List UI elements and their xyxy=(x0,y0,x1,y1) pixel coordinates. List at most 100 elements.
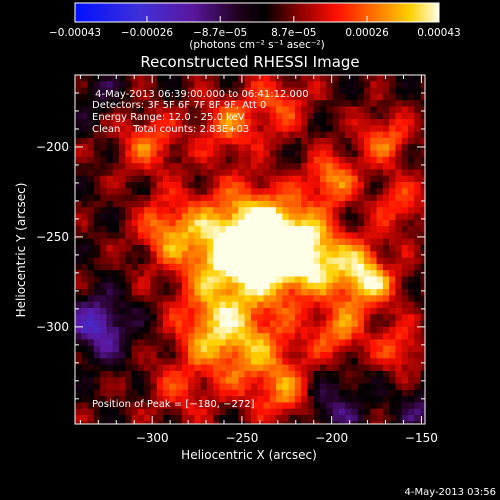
heatmap-cell xyxy=(326,119,333,126)
heatmap-cell xyxy=(156,200,164,208)
heatmap-cell xyxy=(162,251,170,258)
heatmap-cell xyxy=(238,213,246,221)
heatmap-cell xyxy=(401,389,409,397)
heatmap-cell xyxy=(144,415,151,422)
heatmap-cell xyxy=(144,125,151,133)
heatmap-cell xyxy=(382,301,390,309)
heatmap-cell xyxy=(81,396,88,403)
heatmap-cell xyxy=(244,75,252,82)
heatmap-cell xyxy=(206,100,214,107)
heatmap-cell xyxy=(313,358,321,366)
heatmap-cell xyxy=(118,245,126,252)
x-axis-label: Heliocentric X (arcsec) xyxy=(181,448,317,462)
heatmap-cell xyxy=(345,112,352,120)
heatmap-cell xyxy=(338,131,346,139)
heatmap-cell xyxy=(125,257,132,265)
heatmap-cell xyxy=(288,106,296,114)
heatmap-cell xyxy=(257,383,264,391)
heatmap-cell xyxy=(225,245,233,252)
heatmap-cell xyxy=(181,358,189,366)
heatmap-cell xyxy=(250,100,258,107)
heatmap-cell xyxy=(269,307,277,315)
heatmap-cell xyxy=(219,415,227,422)
heatmap-cell xyxy=(351,270,359,277)
heatmap-cell xyxy=(150,377,158,384)
heatmap-cell xyxy=(100,169,107,177)
heatmap-cell xyxy=(250,333,258,340)
heatmap-cell xyxy=(225,358,233,366)
heatmap-cell xyxy=(294,245,302,252)
heatmap-cell xyxy=(118,251,126,258)
heatmap-cell xyxy=(213,415,220,422)
heatmap-cell xyxy=(363,289,371,296)
heatmap-cell xyxy=(370,163,377,170)
heatmap-cell xyxy=(269,257,277,265)
heatmap-cell xyxy=(263,232,271,240)
heatmap-cell xyxy=(307,307,315,315)
heatmap-cell xyxy=(219,257,227,265)
heatmap-cell xyxy=(188,251,195,258)
heatmap-cell xyxy=(194,238,202,246)
heatmap-cell xyxy=(263,182,271,189)
heatmap-cell xyxy=(282,213,289,221)
heatmap-cell xyxy=(407,251,415,258)
heatmap-cell xyxy=(156,75,164,82)
heatmap-cell xyxy=(225,144,233,151)
heatmap-cell xyxy=(389,263,396,271)
heatmap-cell xyxy=(332,251,340,258)
heatmap-cell xyxy=(206,226,214,233)
heatmap-cell xyxy=(87,144,95,151)
heatmap-cell xyxy=(175,314,183,321)
heatmap-cell xyxy=(332,402,340,410)
heatmap-cell xyxy=(200,383,208,391)
heatmap-cell xyxy=(301,383,308,391)
heatmap-cell xyxy=(307,238,315,246)
heatmap-cell xyxy=(100,307,107,315)
heatmap-cell xyxy=(332,289,340,296)
heatmap-cell xyxy=(100,326,107,334)
heatmap-cell xyxy=(169,289,176,296)
heatmap-cell xyxy=(75,188,82,196)
heatmap-cell xyxy=(382,389,390,397)
heatmap-cell xyxy=(188,194,195,202)
heatmap-cell xyxy=(320,232,327,240)
heatmap-cell xyxy=(106,251,114,258)
heatmap-cell xyxy=(376,370,384,378)
heatmap-cell xyxy=(75,339,82,347)
heatmap-cell xyxy=(370,352,377,359)
heatmap-cell xyxy=(200,352,208,359)
heatmap-cell xyxy=(213,383,220,391)
heatmap-cell xyxy=(363,364,371,372)
heatmap-cell xyxy=(420,301,425,309)
heatmap-cell xyxy=(75,213,82,221)
heatmap-cell xyxy=(200,81,208,88)
heatmap-cell xyxy=(125,282,132,290)
heatmap-cell xyxy=(357,182,365,189)
heatmap-cell xyxy=(288,421,296,424)
heatmap-cell xyxy=(213,100,220,107)
heatmap-cell xyxy=(100,100,107,107)
heatmap-cell xyxy=(250,251,258,258)
heatmap-cell xyxy=(150,295,158,303)
heatmap-cell xyxy=(294,137,302,145)
heatmap-cell xyxy=(106,163,114,170)
heatmap-cell xyxy=(169,307,176,315)
heatmap-cell xyxy=(389,320,396,328)
heatmap-cell xyxy=(81,370,88,378)
heatmap-cell xyxy=(112,194,120,202)
heatmap-cell xyxy=(125,112,132,120)
heatmap-cell xyxy=(326,137,333,145)
heatmap-cell xyxy=(131,383,139,391)
heatmap-cell xyxy=(112,81,120,88)
heatmap-cell xyxy=(414,257,421,265)
heatmap-cell xyxy=(320,396,327,403)
heatmap-cell xyxy=(244,257,252,265)
heatmap-cell xyxy=(213,402,220,410)
heatmap-cell xyxy=(169,75,176,82)
heatmap-cell xyxy=(313,295,321,303)
heatmap-cell xyxy=(250,232,258,240)
heatmap-cell xyxy=(194,93,202,101)
heatmap-cell xyxy=(345,320,352,328)
heatmap-cell xyxy=(370,188,377,196)
